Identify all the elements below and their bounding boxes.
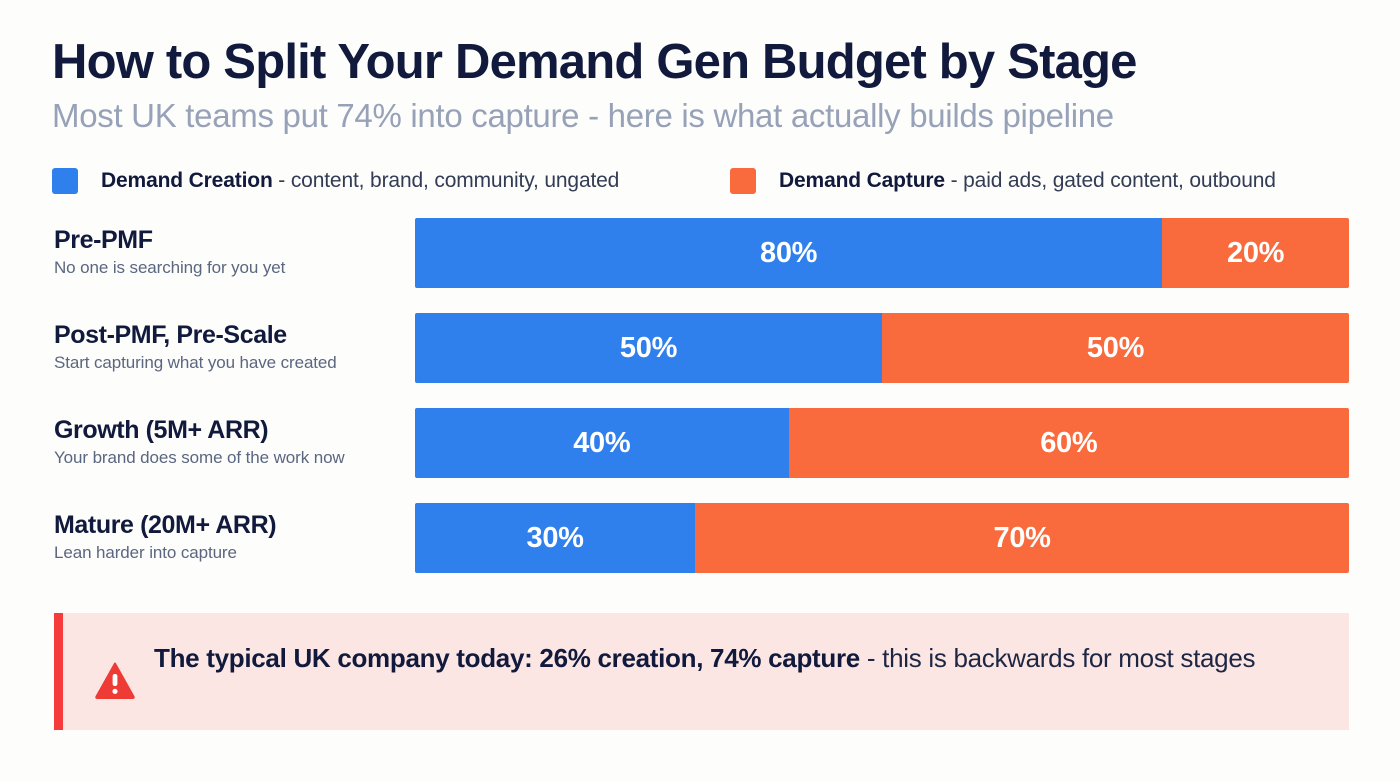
legend-item-demand-creation: Demand Creation - content, brand, commun… [52,166,619,196]
bar-value-creation: 30% [526,521,584,554]
bar-value-creation: 80% [760,236,818,269]
bar-value-capture: 20% [1227,236,1285,269]
orange-square-swatch-icon [730,168,756,194]
legend-description-demand-creation: - content, brand, community, ungated [272,169,620,192]
chart-header: How to Split Your Demand Gen Budget by S… [52,36,1352,134]
bar-value-creation: 40% [573,426,631,459]
row-label-post-pmf-pre-scale: Post-PMF, Pre-Scale Start capturing what… [54,321,399,373]
row-title: Pre-PMF [54,226,153,254]
legend-name-demand-capture: Demand Capture [779,169,945,192]
row-subtitle: No one is searching for you yet [54,257,286,277]
row-subtitle: Lean harder into capture [54,542,237,562]
warning-triangle-icon [95,661,135,699]
legend-item-demand-capture: Demand Capture - paid ads, gated content… [730,166,1276,196]
row-title: Mature (20M+ ARR) [54,511,277,539]
blue-square-swatch-icon [52,168,78,194]
row-subtitle: Your brand does some of the work now [54,447,345,467]
callout-rest-text: - this is backwards for most stages [859,643,1256,673]
stacked-bar-growth: 40% 60% [415,408,1349,478]
page-subtitle: Most UK teams put 74% into capture - her… [52,96,1114,134]
page-title: How to Split Your Demand Gen Budget by S… [52,35,1137,89]
bar-segment-capture: 50% [882,313,1349,383]
legend-description-demand-capture: - paid ads, gated content, outbound [944,169,1276,192]
bar-segment-capture: 70% [695,503,1349,573]
legend-label-demand-creation: Demand Creation - content, brand, commun… [101,169,619,193]
bar-value-creation: 50% [619,331,678,364]
legend-label-demand-capture: Demand Capture - paid ads, gated content… [779,169,1276,193]
chart-legend: Demand Creation - content, brand, commun… [52,166,1352,196]
bar-value-capture: 60% [1040,426,1098,459]
callout-accent-bar [54,613,63,730]
row-subtitle: Start capturing what you have created [54,352,337,372]
bar-segment-creation: 40% [415,408,789,478]
callout-bold-text: The typical UK company today: 26% creati… [154,643,860,673]
stacked-bar-mature: 30% 70% [415,503,1349,573]
bar-value-capture: 70% [993,521,1051,554]
row-title: Post-PMF, Pre-Scale [54,321,287,349]
row-label-mature: Mature (20M+ ARR) Lean harder into captu… [54,511,399,563]
bar-segment-creation: 80% [415,218,1163,288]
stacked-bar-pre-pmf: 80% 20% [415,218,1349,288]
legend-name-demand-creation: Demand Creation [101,169,273,192]
row-label-pre-pmf: Pre-PMF No one is searching for you yet [54,226,399,278]
row-title: Growth (5M+ ARR) [54,416,269,444]
bar-segment-creation: 30% [415,503,696,573]
bar-segment-creation: 50% [415,313,882,383]
stacked-bar-post-pmf-pre-scale: 50% 50% [415,313,1349,383]
bar-value-capture: 50% [1086,331,1145,364]
callout-message: The typical UK company today: 26% creati… [154,640,1329,678]
bar-segment-capture: 60% [788,408,1349,478]
callout-box: The typical UK company today: 26% creati… [54,613,1349,730]
bar-segment-capture: 20% [1162,218,1349,288]
row-label-growth: Growth (5M+ ARR) Your brand does some of… [54,416,399,468]
